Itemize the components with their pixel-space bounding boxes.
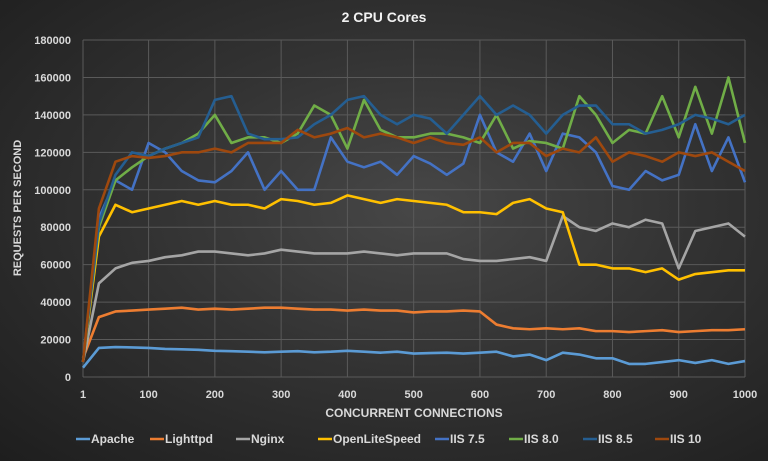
series-line-iis-8-5 (81, 94, 746, 363)
x-tick-label: 700 (537, 389, 555, 401)
series-line-iis-8-0 (81, 76, 747, 363)
series-line-apache (81, 345, 746, 369)
legend-label: IIS 7.5 (450, 432, 485, 446)
y-axis-label: REQUESTS PER SECOND (12, 140, 24, 276)
y-tick-label: 120000 (34, 147, 71, 159)
legend-label: OpenLiteSpeed (333, 432, 421, 446)
y-tick-label: 100000 (34, 185, 71, 197)
y-tick-label: 180000 (34, 35, 71, 47)
chart-title: 2 CPU Cores (342, 9, 427, 25)
x-axis-label: CONCURRENT CONNECTIONS (325, 406, 502, 420)
x-tick-label: 600 (471, 389, 489, 401)
legend-label: IIS 10 (670, 432, 702, 446)
x-tick-label: 500 (404, 389, 422, 401)
series-line-openlitespeed (81, 194, 745, 363)
legend-label: IIS 8.5 (598, 432, 633, 446)
legend-label: Lighttpd (165, 432, 213, 446)
legend: Apache Lighttpd Nginx OpenLiteSpeed IIS 7.5 I… (76, 432, 702, 446)
y-tick-label: 40000 (40, 297, 71, 309)
series-line-nginx (81, 214, 746, 363)
y-tick-label: 80000 (40, 222, 71, 234)
x-tick-label: 300 (272, 389, 290, 401)
y-tick-label: 140000 (34, 110, 71, 122)
x-tick-label: 400 (338, 389, 356, 401)
legend-label: IIS 8.0 (524, 432, 559, 446)
y-tick-label: 60000 (40, 260, 71, 272)
legend-label: Nginx (251, 432, 285, 446)
x-tick-label: 200 (206, 389, 224, 401)
series-line-iis-7-5 (81, 113, 747, 363)
series-line-lighttpd (81, 306, 746, 359)
y-tick-label: 0 (65, 372, 71, 384)
y-tick-label: 20000 (40, 335, 71, 347)
x-tick-label: 1 (80, 389, 86, 401)
series-line-iis-10 (81, 126, 746, 363)
x-tick-label: 800 (603, 389, 621, 401)
x-tick-label: 900 (670, 389, 688, 401)
x-tick-label: 100 (139, 389, 157, 401)
y-tick-label: 160000 (34, 72, 71, 84)
x-tick-label: 1000 (733, 389, 757, 401)
legend-label: Apache (91, 432, 135, 446)
